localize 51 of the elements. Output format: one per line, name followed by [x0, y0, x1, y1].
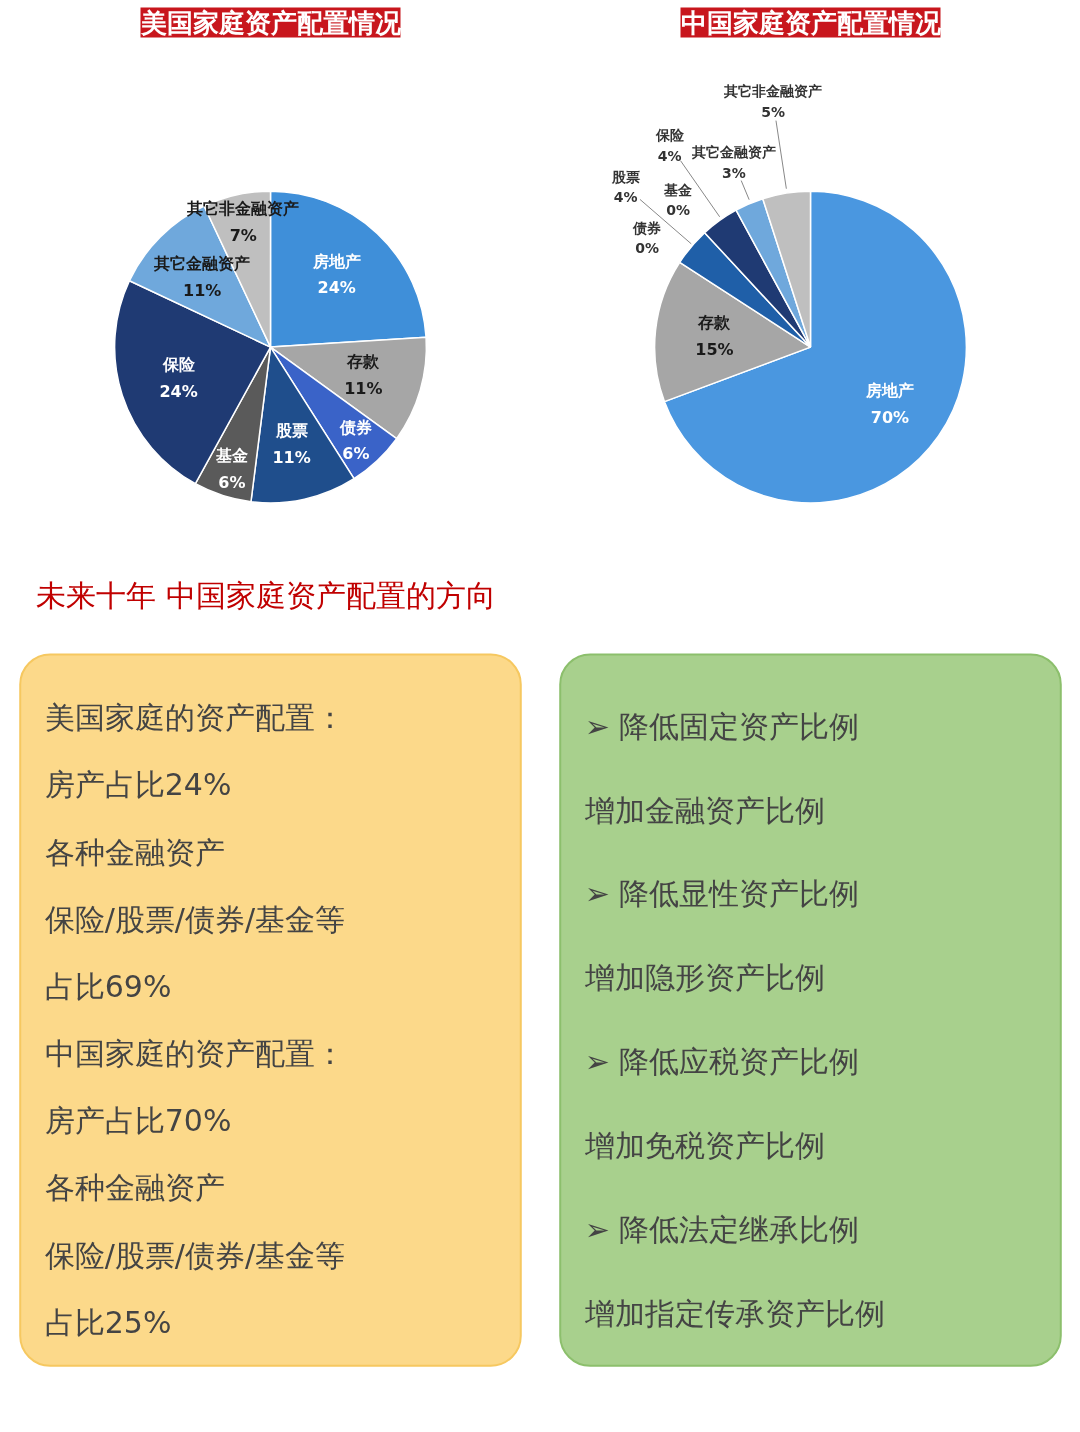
chart-title: 中国家庭资产配置情况 [680, 7, 942, 38]
chart-title: 美国家庭资产配置情况 [139, 7, 402, 38]
slice-label: 债券 [338, 417, 372, 437]
text: 增加金融资产比例 [583, 792, 825, 828]
text: 0% [635, 240, 659, 257]
text: 保险/股票/债券/基金等 [44, 1237, 346, 1273]
data-label: 3% [721, 165, 746, 182]
slice-label: 存款 [346, 352, 381, 372]
text: 美国家庭的资产配置： [44, 700, 345, 736]
data-label: 70% [870, 407, 910, 427]
text: 各种金融资产 [44, 834, 225, 870]
data-label: 24% [317, 278, 356, 298]
slice-label: 房地产 [311, 251, 361, 271]
text: 未来十年 中国家庭资产配置的方向 [35, 577, 496, 613]
text: ➢ 降低显性资产比例 [584, 876, 860, 912]
text: 增加隐形资产比例 [583, 960, 825, 996]
slice-label: 基金 [214, 446, 248, 466]
data-label: 7% [229, 225, 257, 245]
slice-label: 保险 [654, 126, 685, 143]
text: 房产占比70% [44, 1103, 232, 1139]
category-label: 基金 [664, 181, 693, 198]
text: 0% [666, 202, 691, 219]
data-label: 11% [272, 447, 311, 467]
slice-label: 其它非金融资产 [723, 83, 823, 100]
data-label: 4% [657, 147, 682, 164]
text: 房产占比24% [44, 767, 232, 803]
slice-label: 股票 [610, 168, 640, 185]
text: 增加指定传承资产比例 [583, 1296, 885, 1332]
data-label: 6% [342, 444, 370, 464]
text: 中国家庭的资产配置： [44, 1036, 345, 1072]
text: 保险/股票/债券/基金等 [44, 901, 346, 937]
slice-label: 房地产 [864, 380, 914, 400]
slice-label: 股票 [274, 421, 308, 441]
data-label: 15% [695, 340, 734, 360]
text: 占比25% [44, 1304, 172, 1340]
text: 各种金融资产 [44, 1170, 225, 1206]
slice-label: 保险 [161, 355, 196, 375]
text: ➢ 降低法定继承比例 [584, 1212, 860, 1248]
data-label: 5% [761, 104, 785, 121]
text: ➢ 降低应税资产比例 [584, 1044, 860, 1080]
data-label: 11% [183, 280, 222, 300]
slice-label: 其它金融资产 [690, 144, 776, 161]
text: 占比69% [44, 968, 172, 1004]
slice-label: 存款 [697, 313, 732, 333]
data-label: 24% [159, 381, 198, 401]
text: ➢ 降低固定资产比例 [584, 708, 860, 744]
text: 增加免税资产比例 [583, 1128, 825, 1164]
data-label: 6% [218, 472, 246, 492]
data-label: 4% [613, 189, 638, 206]
data-label: 11% [344, 378, 383, 398]
category-label: 债券 [633, 219, 662, 236]
